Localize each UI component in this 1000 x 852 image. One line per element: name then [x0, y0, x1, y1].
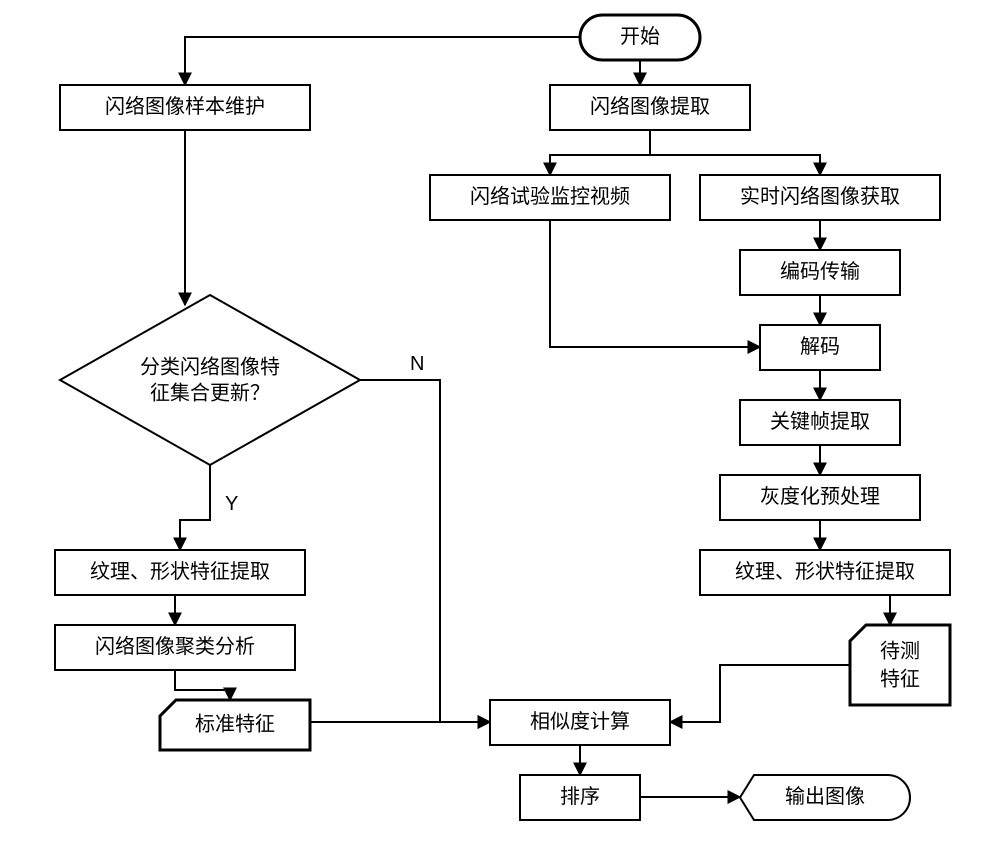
node-featTest-label1: 待测	[880, 639, 920, 662]
node-decision-label2: 征集合更新？	[150, 381, 270, 404]
edge-texR-featTest	[820, 595, 890, 625]
node-keyframe: 关键帧提取	[740, 400, 900, 445]
node-texR: 纹理、形状特征提取	[700, 550, 950, 595]
node-sim-label: 相似度计算	[530, 710, 630, 733]
node-featStd: 标准特征	[160, 700, 310, 750]
node-start: 开始	[580, 15, 700, 60]
node-decode-label: 解码	[800, 335, 840, 358]
node-cluster-label: 闪络图像聚类分析	[95, 635, 255, 658]
node-texL-label: 纹理、形状特征提取	[90, 560, 270, 583]
edge-extract-realtime	[650, 130, 820, 175]
node-texR-label: 纹理、形状特征提取	[735, 560, 915, 583]
node-maint: 闪络图像样本维护	[60, 85, 310, 130]
node-realtime: 实时闪络图像获取	[700, 175, 940, 220]
edge-start-maint	[185, 37, 580, 85]
node-sort: 排序	[520, 775, 640, 820]
node-featTest: 待测特征	[850, 625, 950, 705]
edge-video-decode	[550, 220, 760, 347]
node-featStd-label: 标准特征	[195, 712, 275, 735]
node-maint-label: 闪络图像样本维护	[105, 95, 265, 118]
node-encode-label: 编码传输	[780, 260, 860, 283]
node-cluster: 闪络图像聚类分析	[55, 625, 295, 670]
node-sort-label: 排序	[560, 785, 600, 808]
node-video-label: 闪络试验监控视频	[470, 185, 630, 208]
nodes-layer: 开始闪络图像样本维护 闪络图像提取闪络试验监控视频 实时闪络图像获取编码传输解码关键…	[55, 15, 950, 820]
node-output-label: 输出图像	[785, 785, 865, 808]
node-extract-label: 闪络图像提取	[590, 95, 710, 118]
node-encode: 编码传输	[740, 250, 900, 295]
node-output: 输出图像	[740, 775, 910, 820]
edge-decision-texL	[180, 465, 210, 550]
node-gray-label: 灰度化预处理	[760, 485, 880, 508]
node-decision: 分类闪络图像特征集合更新？	[60, 295, 360, 465]
node-decision-label1: 分类闪络图像特	[140, 355, 280, 378]
edge-label-Y: Y	[225, 493, 238, 515]
node-video: 闪络试验监控视频	[430, 175, 670, 220]
node-texL: 纹理、形状特征提取	[55, 550, 305, 595]
node-sim: 相似度计算	[490, 700, 670, 745]
node-featTest-label2: 特征	[880, 667, 920, 690]
node-realtime-label: 实时闪络图像获取	[740, 185, 900, 208]
node-decode: 解码	[760, 325, 880, 370]
node-extract: 闪络图像提取	[550, 85, 750, 130]
node-start-label: 开始	[620, 25, 660, 48]
edge-decision-sim	[360, 380, 490, 722]
edge-extract-video	[550, 130, 650, 175]
edge-featTest-sim	[670, 665, 850, 722]
node-gray: 灰度化预处理	[720, 475, 920, 520]
edge-cluster-featStd	[175, 670, 230, 700]
edge-label-N: N	[410, 353, 424, 375]
node-keyframe-label: 关键帧提取	[770, 410, 870, 433]
